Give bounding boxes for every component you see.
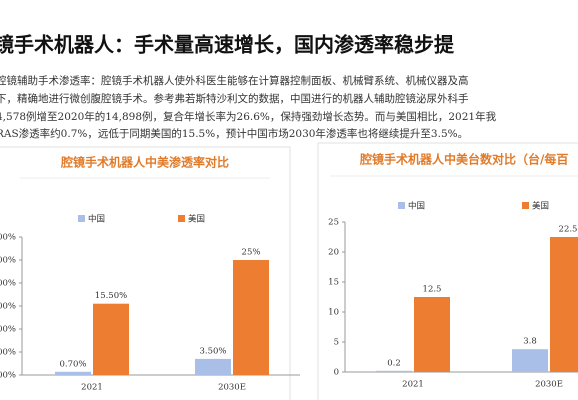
x-tick-label: 2030E [218, 383, 246, 393]
y-tick-label: 0.00% [0, 371, 16, 381]
page-title: 镜手术机器人：手术量高速增长，国内渗透率稳步提 [0, 33, 455, 57]
y-tick-label: 20 [328, 248, 339, 258]
value-label: 15.50% [95, 291, 127, 301]
value-label: 0.2 [387, 358, 401, 368]
y-tick-label: 20.00% [0, 279, 16, 289]
y-tick-label: 10 [328, 308, 339, 318]
bar [376, 370, 412, 372]
legend-swatch [522, 202, 529, 209]
y-tick-label: 25.00% [0, 256, 16, 266]
bar [550, 237, 578, 372]
bar [55, 371, 91, 375]
paragraph-line: RAS渗透率约0.7%，远低于同期美国的15.5%，预计中国市场2030年渗透率… [0, 127, 468, 140]
y-tick-label: 30.00% [0, 233, 16, 243]
y-tick-label: 5 [334, 338, 339, 348]
value-label: 25% [242, 248, 261, 258]
value-label: 22.5 [559, 225, 578, 235]
legend-label: 中国 [408, 201, 425, 212]
legend-swatch [178, 215, 185, 222]
bar [195, 358, 231, 375]
y-tick-label: 15.00% [0, 302, 16, 312]
x-tick-label: 2021 [402, 380, 424, 390]
legend-swatch [78, 215, 85, 222]
y-tick-label: 5.00% [0, 348, 16, 358]
x-tick-label: 2021 [81, 383, 103, 393]
value-label: 0.70% [59, 359, 86, 369]
paragraph-line: 腔镜辅助手术渗透率：腔镜手术机器人使外科医生能够在计算器控制面板、机械臂系统、机… [0, 74, 469, 87]
chart-title: 腔镜手术机器人中美台数对比（台/每百 [359, 152, 568, 167]
paragraph-line: 4,578例增至2020年的14,898例，复合年增长率为26.6%，保持强劲增… [0, 110, 497, 123]
bar [414, 297, 450, 372]
chart-title: 腔镜手术机器人中美渗透率对比 [60, 155, 229, 170]
value-label: 3.8 [523, 337, 537, 347]
x-tick-label: 2030E [535, 380, 563, 390]
bar [93, 303, 129, 375]
legend-label: 中国 [88, 214, 105, 225]
y-tick-label: 25 [328, 218, 339, 228]
legend-label: 美国 [532, 201, 549, 212]
y-tick-label: 10.00% [0, 325, 16, 335]
y-tick-label: 0 [334, 368, 339, 378]
legend-swatch [398, 202, 405, 209]
y-tick-label: 15 [328, 278, 339, 288]
value-label: 12.5 [423, 285, 442, 295]
bar [512, 349, 548, 372]
legend-label: 美国 [188, 214, 205, 225]
bar [233, 260, 269, 375]
paragraph-line: 下，精确地进行微创腹腔镜手术。参考弗若斯特沙利文的数据，中国进行的机器人辅助腔镜… [0, 92, 469, 105]
value-label: 3.50% [199, 346, 226, 356]
